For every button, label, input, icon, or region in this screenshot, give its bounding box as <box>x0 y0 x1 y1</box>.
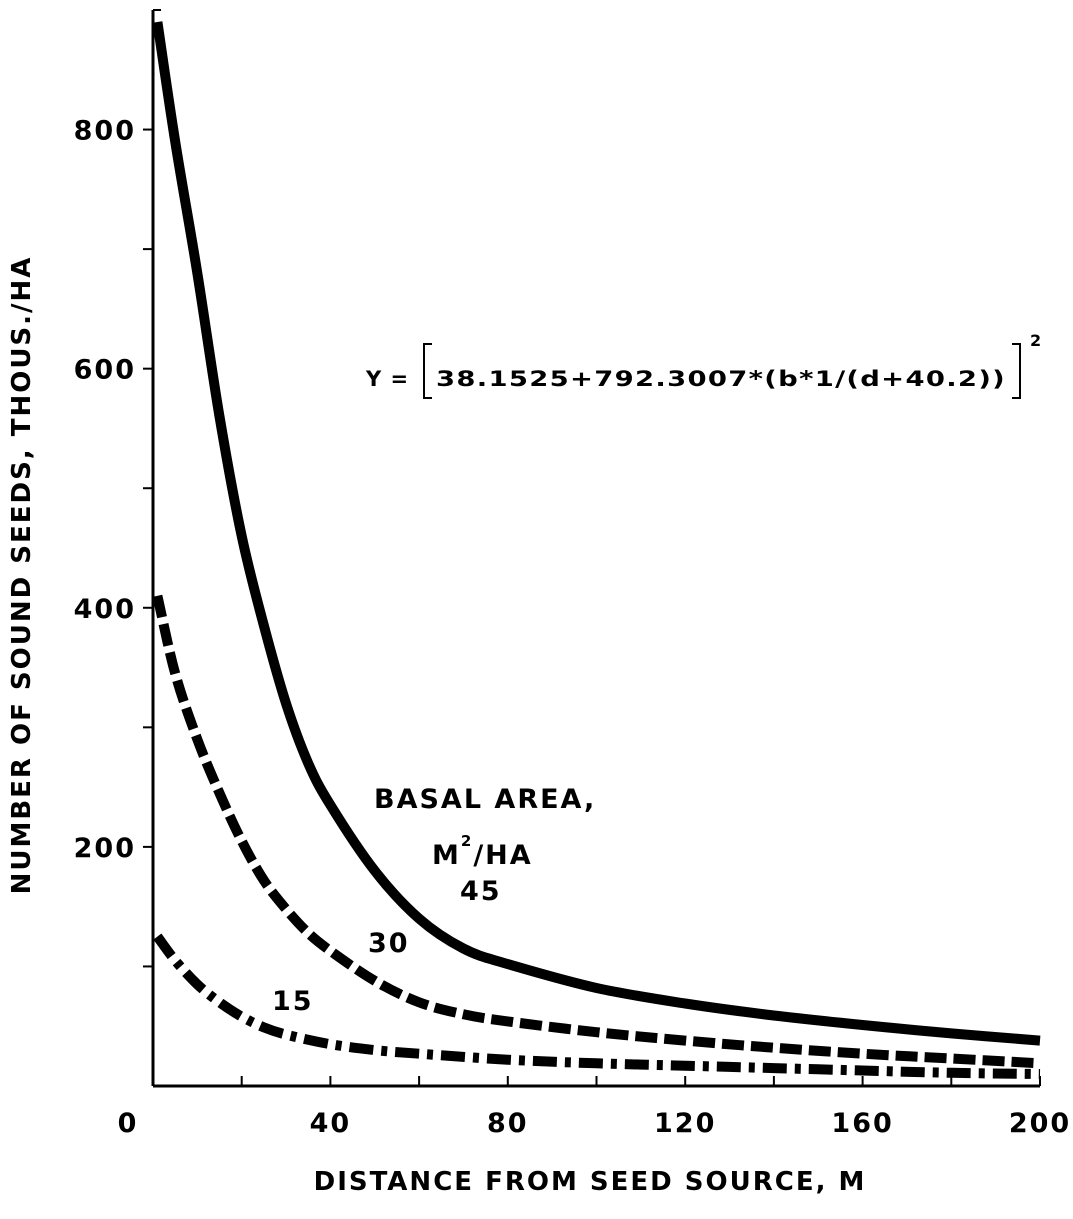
y-tick-label: 200 <box>74 833 136 864</box>
legend-unit-superscript: 2 <box>461 832 473 850</box>
equation-exponent: 2 <box>1030 331 1041 350</box>
equation-right-bracket <box>1012 343 1021 399</box>
series-label-15: 15 <box>272 986 314 1017</box>
y-axis-title: NUMBER OF SOUND SEEDS, THOUS./HA <box>7 256 37 895</box>
equation-annotation: Y = 38.1525+792.3007*(b*1/(d+40.2)) 2 <box>365 331 1041 399</box>
x-tick-label: 40 <box>310 1108 352 1139</box>
x-axis-title: DISTANCE FROM SEED SOURCE, M <box>314 1167 867 1197</box>
x-tick-label: 0 <box>118 1108 139 1139</box>
x-tick-label: 200 <box>1009 1108 1071 1139</box>
legend-unit-m: M <box>432 840 461 871</box>
series-label-30: 30 <box>368 928 410 959</box>
y-tick-label: 800 <box>74 116 136 147</box>
series-line-45 <box>152 21 1041 1046</box>
series-label-45: 45 <box>460 876 502 907</box>
x-axis-ticks: 0 40 80 120 160 200 <box>118 1076 1071 1139</box>
series-line-30 <box>152 594 1041 1069</box>
x-tick-label: 80 <box>487 1108 529 1139</box>
series-line-15 <box>153 933 1041 1079</box>
legend-title-line1: BASAL AREA, <box>374 784 596 815</box>
legend-unit-per-ha: /HA <box>473 840 532 871</box>
y-axis-ticks: 200 400 600 800 <box>74 116 153 968</box>
equation-body: 38.1525+792.3007*(b*1/(d+40.2)) <box>436 367 1006 391</box>
legend-title: BASAL AREA, M2/HA <box>374 784 596 871</box>
y-tick-label: 400 <box>74 594 136 625</box>
x-tick-label: 160 <box>831 1108 893 1139</box>
x-tick-label: 120 <box>654 1108 716 1139</box>
series-group <box>152 21 1041 1079</box>
equation-prefix: Y = <box>365 367 409 391</box>
legend-title-line2: M2/HA <box>432 832 533 871</box>
equation-left-bracket <box>423 343 432 399</box>
y-tick-label: 600 <box>74 355 136 386</box>
axes <box>151 9 1040 1088</box>
